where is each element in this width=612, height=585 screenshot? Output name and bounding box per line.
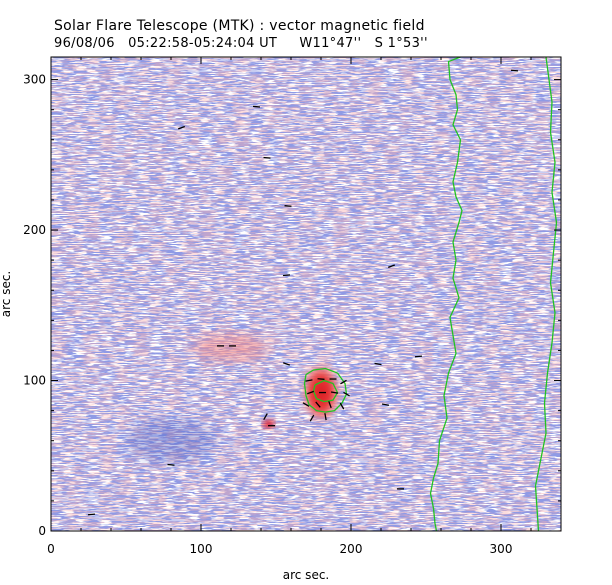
plot-area (51, 57, 561, 531)
contour-line (303, 367, 348, 413)
chart-subtitle: 96/08/06 05:22:58-05:24:04 UT W11°47'' S… (54, 36, 428, 51)
contour-line (534, 57, 558, 531)
y-tick-label: 0 (38, 524, 46, 538)
y-axis-label: arc sec. (0, 271, 13, 317)
field-vector (339, 402, 345, 410)
field-vector (324, 413, 327, 421)
field-vector (282, 362, 291, 366)
field-vector (330, 391, 339, 394)
x-tick-label: 100 (190, 542, 213, 556)
field-vector (510, 69, 519, 72)
field-vector (328, 401, 332, 409)
field-vector (282, 274, 291, 277)
coordinate-ns: S 1°53'' (374, 36, 428, 51)
region-diffuse-positive-plage (193, 332, 269, 363)
field-vector (317, 378, 325, 380)
field-vector (252, 105, 261, 108)
noise-texture-positive (51, 57, 561, 531)
field-vector (343, 391, 350, 397)
region-small-positive-spot (262, 419, 275, 429)
field-vector (263, 413, 268, 420)
x-tick-label: 300 (490, 542, 513, 556)
field-vector (387, 264, 396, 268)
field-vector (340, 379, 347, 385)
field-vector (177, 125, 186, 130)
y-tick-label: 200 (23, 223, 46, 237)
plot-frame (50, 56, 562, 532)
y-tick-label: 100 (23, 374, 46, 388)
transverse-field-vectors (87, 69, 519, 516)
field-vector (414, 355, 423, 358)
x-axis-label: arc sec. (283, 568, 329, 582)
coordinate-ew: W11°47'' (299, 36, 362, 51)
limb-contours (303, 57, 558, 531)
x-tick-label: 0 (47, 542, 55, 556)
field-vector (305, 379, 313, 382)
field-vector (315, 401, 321, 408)
field-vector (167, 463, 175, 466)
field-vector (263, 156, 271, 159)
observation-date: 96/08/06 (54, 36, 115, 51)
region-negative-patch (126, 418, 216, 464)
field-vector (381, 403, 390, 406)
y-tick-label: 300 (23, 73, 46, 87)
x-axis: 0 100 200 300 (47, 57, 532, 556)
contour-line (312, 379, 339, 403)
field-vector (302, 402, 310, 407)
field-vector (309, 414, 315, 422)
observation-time-range: 05:22:58-05:24:04 UT (128, 36, 278, 51)
contour-line (429, 57, 463, 531)
field-vector (374, 362, 382, 366)
field-vector (87, 513, 96, 516)
y-axis: 0 100 200 300 (23, 73, 561, 538)
field-vector (284, 205, 292, 207)
x-tick-label: 200 (340, 542, 363, 556)
field-vector (306, 390, 315, 395)
chart-title: Solar Flare Telescope (MTK) : vector mag… (54, 18, 425, 34)
